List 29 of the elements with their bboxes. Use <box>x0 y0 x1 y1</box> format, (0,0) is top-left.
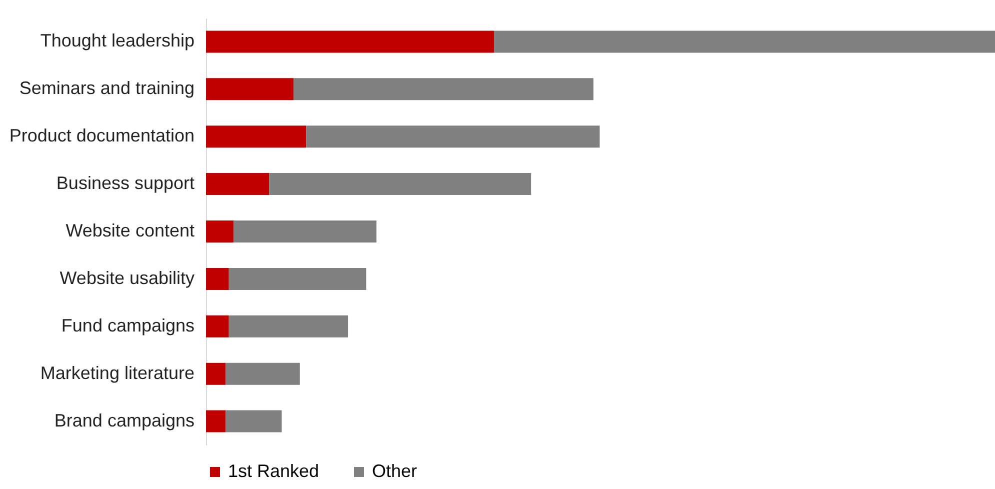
y-tick-label: Brand campaigns <box>54 410 194 430</box>
bar <box>228 315 348 338</box>
legend-label: Other <box>372 461 418 481</box>
bar <box>206 410 226 432</box>
legend-label: 1st Ranked <box>228 461 320 481</box>
bar <box>206 78 294 100</box>
bar <box>294 78 594 100</box>
bar <box>234 220 376 242</box>
bar <box>206 30 494 53</box>
y-tick-label: Product documentation <box>9 126 194 146</box>
y-tick-label: Thought leadership <box>40 30 194 51</box>
bar <box>269 173 532 196</box>
bar <box>206 268 229 290</box>
bar <box>228 268 366 290</box>
bar <box>226 410 282 432</box>
bar <box>206 315 229 338</box>
y-tick-label: Business support <box>56 173 194 194</box>
bar <box>206 220 234 242</box>
bar <box>306 126 600 148</box>
bar <box>206 173 270 196</box>
bar <box>494 30 995 53</box>
bar <box>226 362 300 385</box>
y-tick-label: Website usability <box>60 268 194 288</box>
y-tick-label: Seminars and training <box>19 78 194 98</box>
bar <box>206 362 226 385</box>
y-tick-label: Fund campaigns <box>61 315 194 336</box>
y-tick-label: Marketing literature <box>40 362 194 383</box>
y-tick-label: Website content <box>66 220 194 240</box>
bar <box>206 126 306 148</box>
